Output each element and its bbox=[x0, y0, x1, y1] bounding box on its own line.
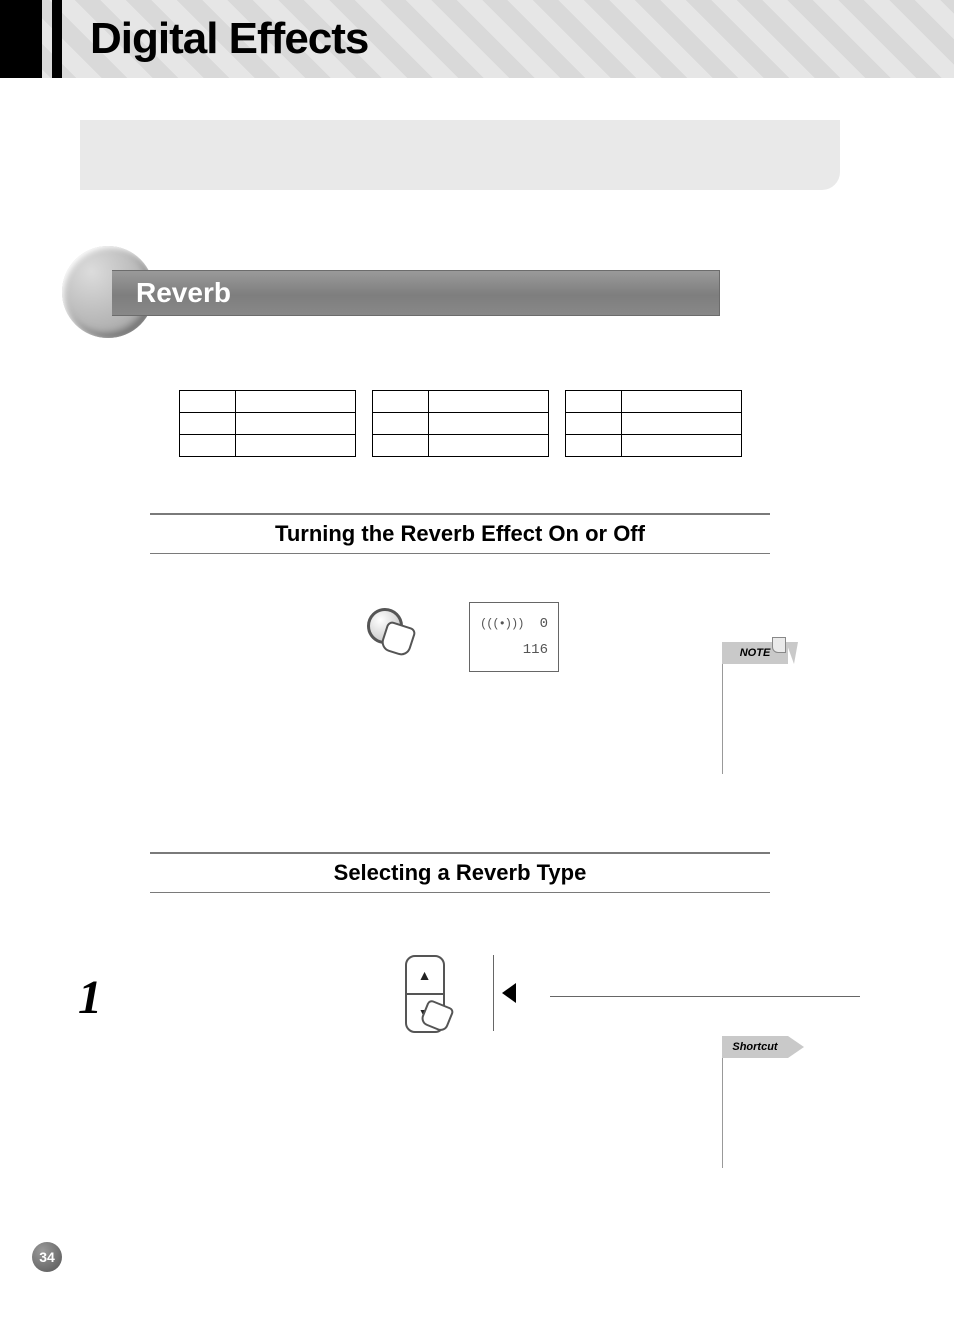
note-rule bbox=[722, 664, 723, 774]
shortcut-tag: Shortcut bbox=[722, 1036, 788, 1058]
page-header-blocks: Digital Effects bbox=[0, 0, 368, 78]
illustration-select: ▲ ▼ bbox=[80, 955, 840, 1033]
note-pageflip-icon bbox=[772, 637, 786, 653]
intro-callout bbox=[80, 120, 840, 190]
page-number: 34 bbox=[39, 1249, 55, 1265]
rocker-up-icon: ▲ bbox=[407, 957, 443, 995]
shortcut-top-rule bbox=[550, 996, 860, 997]
section-heading: Reverb bbox=[80, 270, 720, 316]
lcd-value-2: 116 bbox=[523, 642, 548, 658]
lcd-speaker-icon: (((•))) bbox=[480, 617, 523, 631]
header-block-thin bbox=[52, 0, 62, 78]
note-tag-label: NOTE bbox=[740, 647, 771, 659]
page-number-badge: 34 bbox=[32, 1242, 62, 1272]
lcd-cursor-icon bbox=[493, 955, 516, 1031]
content-column: Reverb Turning the Reverb Effect On or O… bbox=[80, 120, 840, 1033]
reverb-table-3 bbox=[565, 390, 742, 457]
step-number-1: 1 bbox=[78, 970, 102, 1025]
reverb-table-2 bbox=[372, 390, 549, 457]
page-title: Digital Effects bbox=[90, 0, 368, 78]
section-heading-label: Reverb bbox=[112, 270, 720, 316]
shortcut-rule bbox=[722, 1058, 723, 1168]
press-button-icon bbox=[361, 602, 421, 662]
lcd-display: (((•))) 0 116 bbox=[469, 602, 559, 672]
up-down-rocker-icon: ▲ ▼ bbox=[405, 955, 445, 1033]
lcd-value-1: 0 bbox=[540, 616, 548, 632]
subheading-onoff: Turning the Reverb Effect On or Off bbox=[80, 513, 840, 554]
reverb-type-tables bbox=[80, 390, 840, 457]
shortcut-tag-label: Shortcut bbox=[732, 1041, 777, 1053]
header-block-thick bbox=[0, 0, 42, 78]
reverb-table-1 bbox=[179, 390, 356, 457]
subheading-select: Selecting a Reverb Type bbox=[80, 852, 840, 893]
